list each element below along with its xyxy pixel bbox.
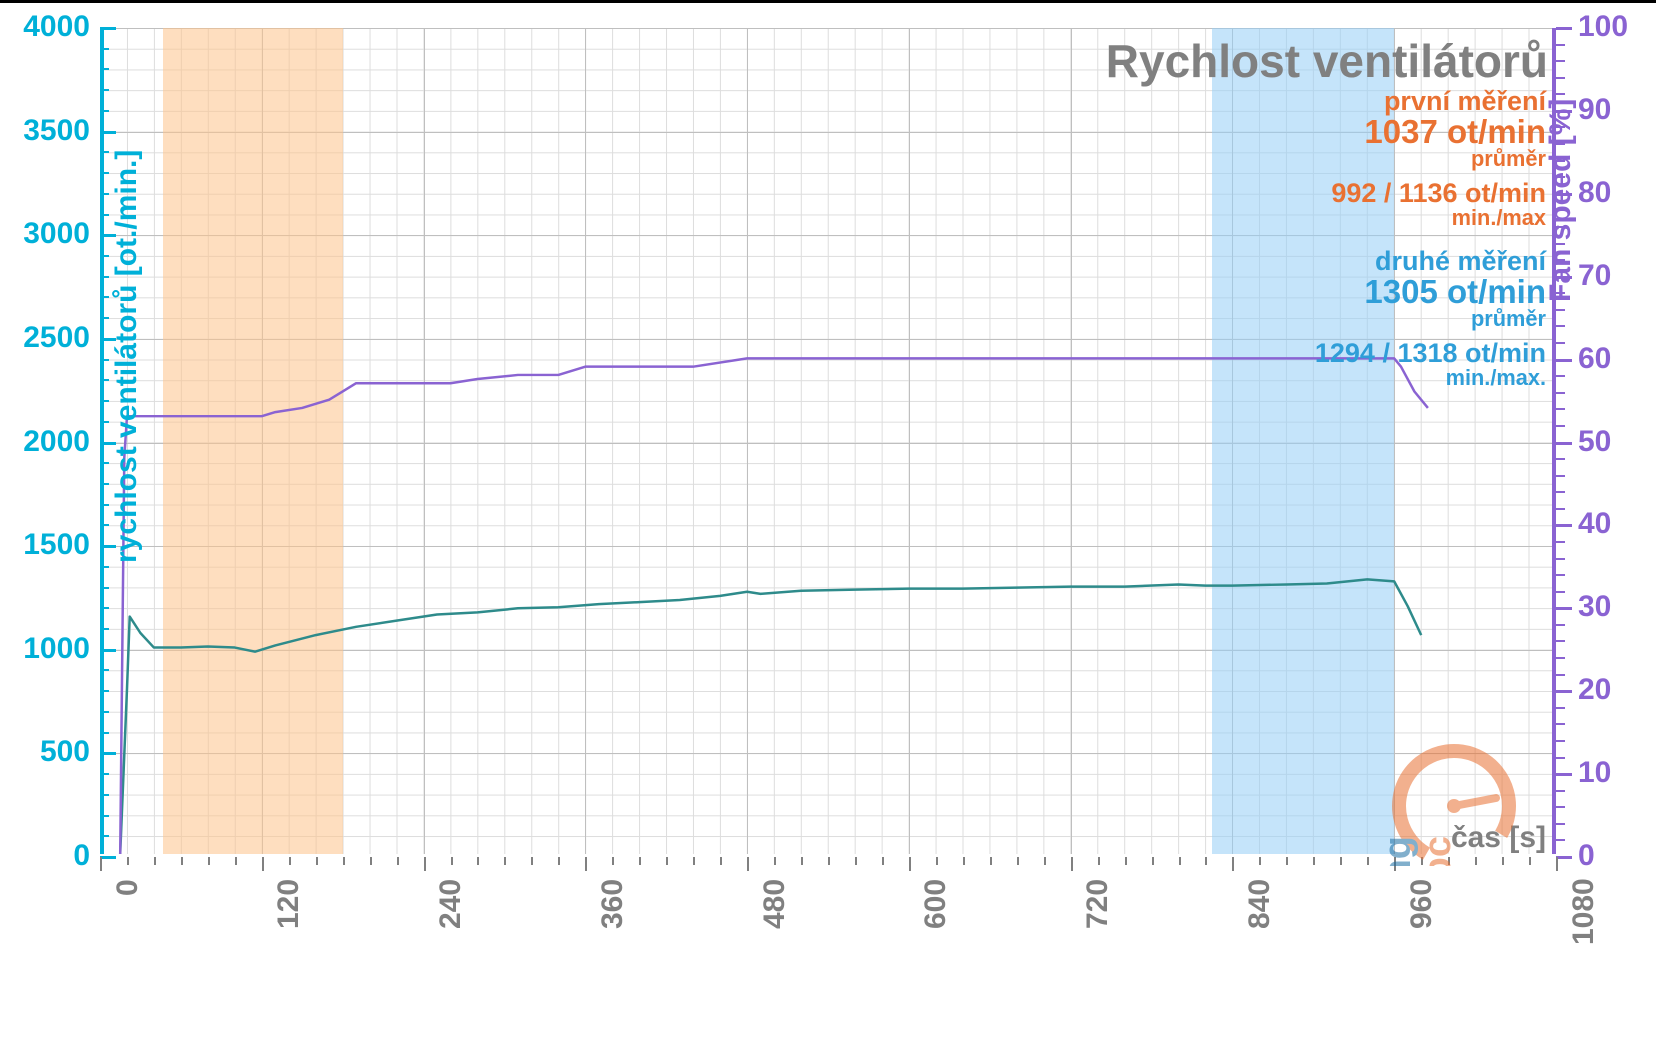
x-tick-label: 360	[596, 878, 630, 928]
x-tick-label: 0	[111, 879, 145, 896]
y-right-tick-label: 10	[1578, 756, 1611, 790]
y-left-tick-label: 2000	[23, 425, 90, 459]
y-right-tick-label: 50	[1578, 425, 1611, 459]
annotation-first-range-value: 992 / 1136 ot/min	[1331, 180, 1546, 207]
annotations-second-avg-label: průměr	[1315, 308, 1546, 330]
y-left-tick-label: 4000	[23, 10, 90, 44]
annotation-second-range-value: 1294 / 1318 ot/min	[1315, 340, 1546, 367]
y-right-tick-label: 80	[1578, 176, 1611, 210]
series-fan-rpm	[120, 579, 1421, 854]
y-right-tick-label: 90	[1578, 93, 1611, 127]
x-tick-label: 960	[1405, 878, 1439, 928]
x-tick-label: 840	[1243, 878, 1277, 928]
y-right-tick-label: 70	[1578, 259, 1611, 293]
y-right-tick-label: 100	[1578, 10, 1628, 44]
x-tick-label: 720	[1081, 878, 1115, 928]
y-right-tick-label: 40	[1578, 507, 1611, 541]
y-right-tick-label: 60	[1578, 342, 1611, 376]
annotation-second-range-label: min./max.	[1315, 367, 1546, 389]
x-axis-title: čas [s]	[1451, 821, 1546, 855]
x-tick-label: 480	[758, 878, 792, 928]
y-axis-left-title: rychlost ventilátorů [ot./min.]	[110, 149, 144, 562]
y-right-tick-label: 30	[1578, 590, 1611, 624]
annotation-first: první měření 1037 ot/min průměr 992 / 11…	[1331, 88, 1546, 229]
annotation-first-avg-value: 1037 ot/min	[1331, 115, 1546, 148]
y-left-tick-label: 3500	[23, 114, 90, 148]
x-tick-label: 1080	[1567, 878, 1601, 945]
y-right-tick-label: 20	[1578, 673, 1611, 707]
annotation-second-avg-value: 1305 ot/min	[1315, 275, 1546, 308]
chart-container: 05001000150020002500300035004000 0102030…	[0, 0, 1656, 1044]
y-right-tick-label: 0	[1578, 839, 1595, 873]
annotation-first-avg-label: průměr	[1331, 148, 1546, 170]
y-left-tick-label: 2500	[23, 321, 90, 355]
annotation-first-title: první měření	[1331, 88, 1546, 115]
y-left-tick-label: 0	[73, 839, 90, 873]
y-axis-right-title: Fan speed [%]	[1544, 98, 1578, 301]
annotation-first-range-label: min./max	[1331, 207, 1546, 229]
x-tick-label: 600	[919, 878, 953, 928]
annotation-second: druhé měření 1305 ot/min průměr 1294 / 1…	[1315, 248, 1546, 389]
y-left-tick-label: 3000	[23, 217, 90, 251]
y-left-tick-label: 1500	[23, 528, 90, 562]
x-tick-label: 120	[272, 878, 306, 928]
series-fan-percent	[120, 358, 1428, 854]
x-tick-label: 240	[434, 878, 468, 928]
annotation-second-title: druhé měření	[1315, 248, 1546, 275]
chart-title: Rychlost ventilátorů	[1106, 34, 1548, 88]
y-left-tick-label: 500	[40, 735, 90, 769]
y-left-tick-label: 1000	[23, 632, 90, 666]
